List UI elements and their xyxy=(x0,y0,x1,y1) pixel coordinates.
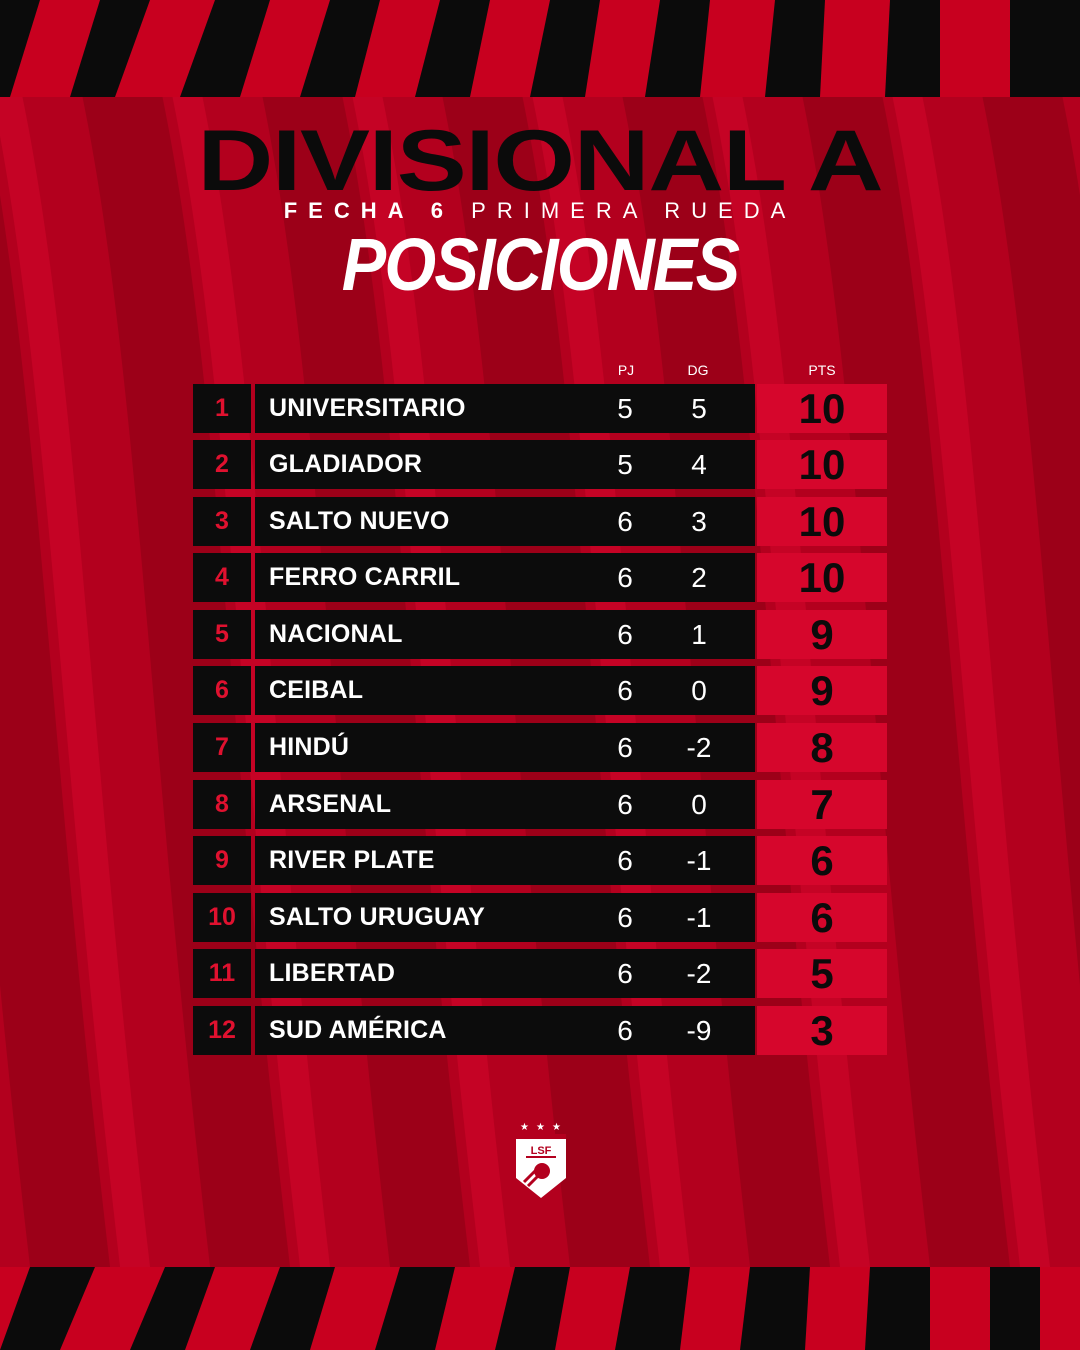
rank: 8 xyxy=(193,780,251,829)
games-played: 6 xyxy=(617,958,633,989)
team-name: ARSENAL xyxy=(269,790,392,818)
table-row: 3 SALTO NUEVO 6 3 10 xyxy=(193,497,887,546)
table-row: 2 GLADIADOR 5 4 10 xyxy=(193,440,887,489)
league-shield-logo: ★ ★ ★ LSF xyxy=(516,1122,566,1198)
team-cell: UNIVERSITARIO xyxy=(255,384,755,433)
team-name: SUD AMÉRICA xyxy=(269,1016,447,1044)
rank: 6 xyxy=(193,666,251,715)
games-played: 5 xyxy=(617,393,633,424)
goal-difference: -2 xyxy=(686,732,712,763)
points: 3 xyxy=(757,1006,887,1055)
games-played: 6 xyxy=(617,1015,633,1046)
col-header-dg: DG xyxy=(687,362,709,378)
games-played: 5 xyxy=(617,449,633,480)
points: 5 xyxy=(757,949,887,998)
team-cell: NACIONAL xyxy=(255,610,755,659)
svg-text:★: ★ xyxy=(552,1122,561,1133)
rank: 4 xyxy=(193,553,251,602)
table-row: 12 SUD AMÉRICA 6 -9 3 xyxy=(193,1006,887,1055)
svg-text:★: ★ xyxy=(520,1122,529,1133)
games-played: 6 xyxy=(617,619,633,650)
goal-difference: -1 xyxy=(686,902,712,933)
team-cell: SALTO NUEVO xyxy=(255,497,755,546)
games-played: 6 xyxy=(617,732,633,763)
points: 9 xyxy=(757,666,887,715)
games-played: 6 xyxy=(617,562,633,593)
svg-text:★: ★ xyxy=(536,1122,545,1133)
rank: 9 xyxy=(193,836,251,885)
team-name: NACIONAL xyxy=(269,620,403,648)
table-row: 6 CEIBAL 6 0 9 xyxy=(193,666,887,715)
table-row: 5 NACIONAL 6 1 9 xyxy=(193,610,887,659)
goal-difference: -9 xyxy=(686,1015,712,1046)
team-name: SALTO NUEVO xyxy=(269,507,450,535)
team-name: HINDÚ xyxy=(269,733,350,761)
team-name: LIBERTAD xyxy=(269,959,396,987)
col-header-pts: PTS xyxy=(808,362,836,378)
team-cell: LIBERTAD xyxy=(255,949,755,998)
team-name: UNIVERSITARIO xyxy=(269,394,466,422)
team-cell: SALTO URUGUAY xyxy=(255,893,755,942)
table-row: 10 SALTO URUGUAY 6 -1 6 xyxy=(193,893,887,942)
rank: 3 xyxy=(193,497,251,546)
round-stage: PRIMERA RUEDA xyxy=(471,198,797,223)
points: 9 xyxy=(757,610,887,659)
col-header-pj: PJ xyxy=(617,362,635,378)
goal-difference: 3 xyxy=(691,506,707,537)
games-played: 6 xyxy=(617,506,633,537)
round-subtitle: FECHA 6 PRIMERA RUEDA xyxy=(0,200,1080,222)
rank: 1 xyxy=(193,384,251,433)
table-row: 8 ARSENAL 6 0 7 xyxy=(193,780,887,829)
goal-difference: 1 xyxy=(691,619,707,650)
svg-text:LSF: LSF xyxy=(531,1145,552,1157)
team-cell: SUD AMÉRICA xyxy=(255,1006,755,1055)
rank: 12 xyxy=(193,1006,251,1055)
team-name: GLADIADOR xyxy=(269,450,423,478)
points: 10 xyxy=(757,440,887,489)
goal-difference: 4 xyxy=(691,449,707,480)
points: 10 xyxy=(757,384,887,433)
goal-difference: 5 xyxy=(691,393,707,424)
games-played: 6 xyxy=(617,845,633,876)
rank: 10 xyxy=(193,893,251,942)
team-name: FERRO CARRIL xyxy=(269,563,461,591)
table-row: 1 UNIVERSITARIO 5 5 10 xyxy=(193,384,887,433)
goal-difference: -1 xyxy=(686,845,712,876)
table-row: 4 FERRO CARRIL 6 2 10 xyxy=(193,553,887,602)
team-cell: CEIBAL xyxy=(255,666,755,715)
rank: 7 xyxy=(193,723,251,772)
games-played: 6 xyxy=(617,902,633,933)
table-row: 7 HINDÚ 6 -2 8 xyxy=(193,723,887,772)
games-played: 6 xyxy=(617,789,633,820)
team-name: RIVER PLATE xyxy=(269,846,435,874)
team-cell: RIVER PLATE xyxy=(255,836,755,885)
table-row: 9 RIVER PLATE 6 -1 6 xyxy=(193,836,887,885)
points: 6 xyxy=(757,836,887,885)
rank: 11 xyxy=(193,949,251,998)
points: 6 xyxy=(757,893,887,942)
team-cell: FERRO CARRIL xyxy=(255,553,755,602)
games-played: 6 xyxy=(617,675,633,706)
rank: 2 xyxy=(193,440,251,489)
points: 8 xyxy=(757,723,887,772)
points: 7 xyxy=(757,780,887,829)
points: 10 xyxy=(757,497,887,546)
goal-difference: 0 xyxy=(691,789,707,820)
team-cell: ARSENAL xyxy=(255,780,755,829)
standings-heading: POSICIONES xyxy=(341,223,740,306)
goal-difference: 2 xyxy=(691,562,707,593)
team-name: SALTO URUGUAY xyxy=(269,903,486,931)
goal-difference: -2 xyxy=(686,958,712,989)
team-cell: HINDÚ xyxy=(255,723,755,772)
round-number: FECHA 6 xyxy=(283,198,455,223)
rank: 5 xyxy=(193,610,251,659)
points: 10 xyxy=(757,553,887,602)
team-name: CEIBAL xyxy=(269,676,364,704)
goal-difference: 0 xyxy=(691,675,707,706)
table-row: 11 LIBERTAD 6 -2 5 xyxy=(193,949,887,998)
page-title: DIVISIONAL A xyxy=(197,113,884,209)
team-cell: GLADIADOR xyxy=(255,440,755,489)
